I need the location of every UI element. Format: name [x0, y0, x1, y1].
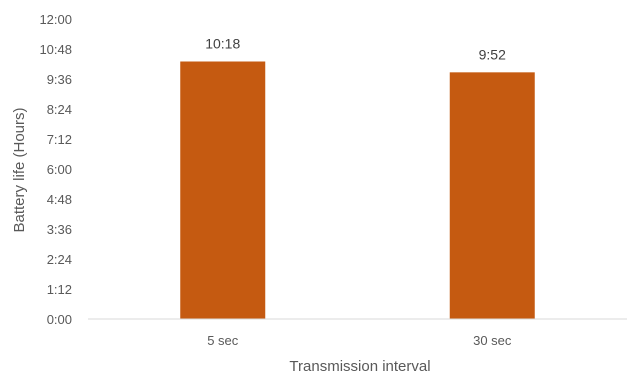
y-tick-label: 12:00 [39, 12, 72, 27]
x-axis-title: Transmission interval [289, 358, 430, 373]
x-tick-label: 30 sec [473, 333, 512, 348]
bar-data-label: 10:18 [205, 36, 240, 52]
y-tick-label: 10:48 [39, 42, 72, 57]
x-axis-ticks: 5 sec 30 sec [207, 333, 512, 348]
y-tick-label: 6:00 [47, 162, 72, 177]
bar [180, 61, 266, 319]
bar-data-label: 9:52 [479, 46, 506, 62]
data-labels-group: 10:18 9:52 [205, 36, 506, 63]
y-tick-label: 4:48 [47, 192, 72, 207]
y-tick-label: 8:24 [47, 102, 72, 117]
x-tick-label: 5 sec [207, 333, 239, 348]
y-tick-label: 2:24 [47, 252, 72, 267]
y-tick-label: 9:36 [47, 72, 72, 87]
bar [449, 72, 535, 319]
y-axis-title: Battery life (Hours) [11, 107, 28, 232]
y-tick-label: 0:00 [47, 312, 72, 327]
y-tick-label: 7:12 [47, 132, 72, 147]
bars-group [180, 61, 535, 319]
y-axis-ticks: 0:00 1:12 2:24 3:36 4:48 6:00 7:12 8:24 9:36 10:4… [39, 12, 72, 327]
y-tick-label: 1:12 [47, 282, 72, 297]
y-tick-label: 3:36 [47, 222, 72, 237]
